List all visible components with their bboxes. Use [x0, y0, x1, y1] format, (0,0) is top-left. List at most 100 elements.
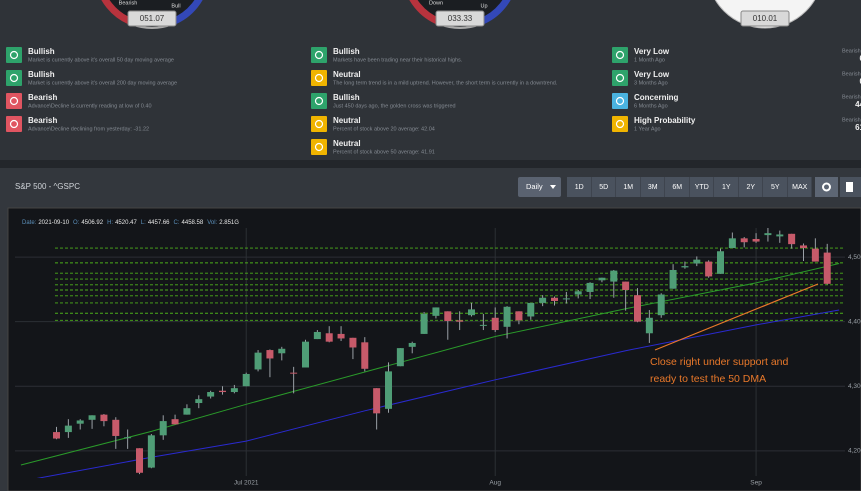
range-button[interactable]	[787, 177, 812, 197]
annotation-text: ready to test the 50 DMA	[650, 373, 766, 385]
info-value: 2021-09-10	[38, 220, 69, 226]
range-button[interactable]	[567, 177, 591, 197]
candle-body	[64, 425, 72, 433]
gauge-value: 051.07	[140, 14, 165, 23]
candle-body	[468, 309, 475, 316]
range-button[interactable]	[689, 177, 714, 197]
signal-title: Neutral	[333, 139, 361, 148]
candle-body	[147, 435, 155, 468]
settings-button[interactable]	[815, 177, 838, 197]
candle-body	[551, 297, 558, 301]
panel-title: S&P 500 - ^GSPC	[15, 182, 80, 191]
candle-body	[681, 266, 689, 268]
gauge-label: Bearish	[119, 0, 138, 6]
signal-text: Just 450 days ago, the golden cross was …	[333, 103, 456, 109]
calc-icon	[846, 182, 853, 192]
signal-icon	[311, 70, 327, 86]
candle-body	[539, 297, 547, 303]
annotation-arrow	[654, 283, 819, 351]
signal-icon	[311, 93, 327, 109]
signal-icon	[311, 139, 327, 155]
candle-body	[76, 420, 84, 424]
range-label: 1Y	[722, 184, 731, 191]
gauge-label: Bull	[171, 3, 180, 9]
gauge-value-box	[127, 10, 177, 27]
range-button[interactable]	[616, 177, 640, 197]
range-button[interactable]	[714, 177, 738, 197]
candle-body	[562, 298, 570, 300]
divider	[0, 160, 861, 168]
candle-body	[764, 233, 772, 236]
candle-body	[337, 333, 345, 339]
range-label: 3M	[648, 184, 658, 191]
range-button[interactable]	[640, 177, 665, 197]
range-label: 5D	[599, 184, 608, 191]
range-button[interactable]	[763, 177, 787, 197]
range-button[interactable]	[738, 177, 763, 197]
candle-body	[432, 307, 440, 316]
candle-body	[219, 390, 226, 393]
signal-title: Bearish	[28, 93, 57, 102]
candle-body	[385, 371, 392, 409]
candle-body	[728, 238, 736, 249]
range-label: 1D	[575, 184, 584, 191]
signal-text: Advance\Decline declining from yesterday…	[28, 126, 149, 132]
candle-body	[444, 311, 452, 321]
signal-title: Bullish	[333, 47, 360, 56]
signal-title: High Probability	[634, 116, 696, 125]
signal-side-value: 0	[860, 77, 861, 86]
candle-body	[645, 317, 653, 334]
signal-title: Bullish	[28, 70, 55, 79]
gauge-value-box	[435, 10, 485, 27]
candle-body	[195, 399, 203, 404]
signal-glyph	[9, 50, 19, 60]
candle-body	[800, 245, 807, 249]
candle-body	[586, 282, 594, 292]
signal-icon	[612, 47, 628, 63]
candle-body	[396, 348, 404, 367]
candle-body	[705, 261, 713, 277]
range-button[interactable]	[591, 177, 616, 197]
info-value: 4458.58	[182, 220, 204, 226]
candle-body	[266, 350, 274, 359]
candle-body	[183, 408, 191, 415]
candle-body	[479, 324, 487, 326]
signal-title: Bearish	[28, 116, 57, 125]
range-label: 5Y	[771, 184, 780, 191]
info-value: 4520.47	[115, 220, 137, 226]
gauge-arc	[101, 0, 134, 26]
gauge-label: Down	[429, 0, 443, 6]
candle-body	[100, 414, 108, 422]
signal-text: Advance\Decline is currently reading at …	[28, 103, 152, 109]
signal-glyph	[314, 73, 324, 83]
candle-body	[740, 238, 748, 243]
signal-side-label: Bearish	[842, 94, 861, 100]
signal-text: Markets have been trading near their his…	[333, 57, 463, 63]
range-button[interactable]	[665, 177, 689, 197]
candle-body	[325, 333, 333, 342]
signal-title: Very Low	[634, 47, 670, 56]
candle-body	[598, 277, 606, 281]
signal-glyph	[9, 96, 19, 106]
interval-button[interactable]	[518, 177, 561, 197]
gauge-arc	[478, 0, 511, 26]
signal-side-value: 6	[860, 54, 861, 63]
candle-body	[776, 234, 784, 237]
info-value: 4457.66	[148, 220, 170, 226]
signal-text: The long term trend is in a mild uptrend…	[333, 80, 558, 86]
candle-body	[456, 320, 464, 322]
candle-body	[313, 331, 321, 340]
info-value: 2.851G	[219, 220, 239, 226]
signal-icon	[6, 93, 22, 109]
signal-text: Percent of stock above 50 average: 41.91	[333, 149, 435, 155]
y-tick-label: 4,400	[848, 318, 861, 325]
signal-side-label: Bearish	[842, 48, 861, 54]
signal-side-label: Bearish	[842, 71, 861, 77]
